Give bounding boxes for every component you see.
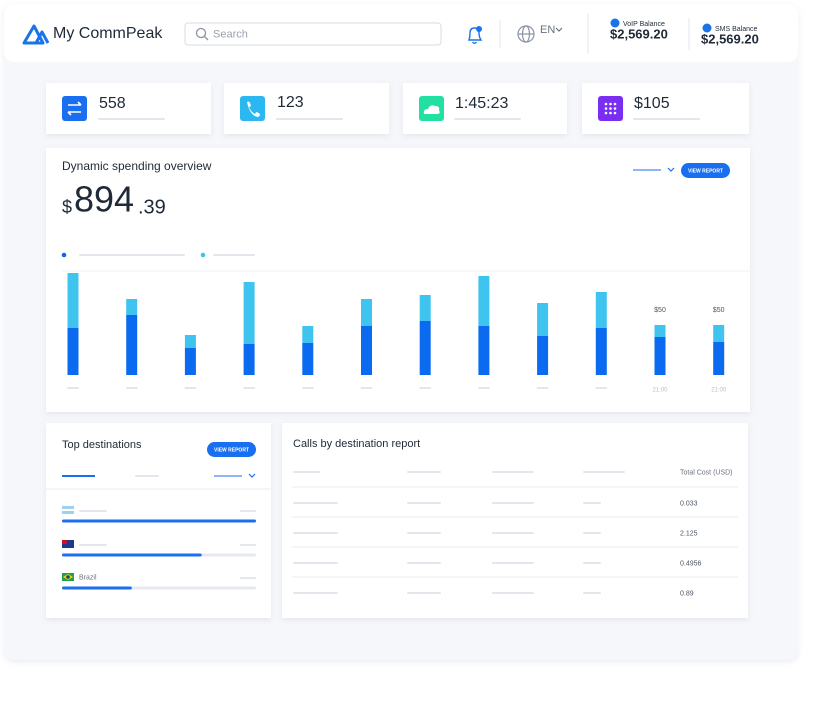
bar-segment [361, 326, 372, 375]
button-label: VIEW REPORT [214, 447, 249, 453]
bar-segment [126, 315, 138, 375]
bar-segment [713, 342, 725, 375]
destination-rows: Brazil [62, 506, 256, 590]
total-cost: 0.033 [680, 500, 698, 507]
bar-segment [243, 282, 255, 344]
spending-title: Dynamic spending overview [62, 159, 212, 173]
bar-segment [361, 299, 372, 326]
bar-segment [302, 343, 314, 375]
stat-cards: 558 123 1:45:23 $105 [46, 83, 749, 134]
stat-value: 558 [99, 95, 126, 112]
dialpad-glyph [604, 102, 617, 115]
flag [62, 540, 67, 544]
calls-title: Calls by destination report [293, 438, 420, 450]
view-report-button[interactable] [681, 163, 730, 178]
flag [62, 540, 74, 548]
total-cost: 0.4956 [680, 560, 702, 567]
globe-icon [517, 25, 535, 43]
bar-segment [595, 292, 607, 328]
sms-label: SMS Balance [715, 26, 758, 33]
legend-dot [200, 252, 206, 258]
voip-label: VoIP Balance [623, 21, 665, 28]
bar-segment [478, 326, 490, 375]
bar-chart: $50 21:00 $50 21:00 [61, 252, 750, 394]
bar-segment [713, 325, 725, 342]
voip-icon [610, 18, 620, 28]
sms-icon [702, 23, 712, 33]
filter-chevron [248, 473, 256, 478]
progress-bar [62, 553, 202, 557]
search-box[interactable] [184, 22, 442, 46]
brand: My CommPeak [53, 25, 163, 42]
search-placeholder: Search [213, 28, 248, 40]
voip-value: $2,569.20 [610, 26, 668, 41]
progress-bar [62, 586, 132, 590]
call-icon [240, 96, 265, 121]
currency: $ [62, 197, 72, 217]
flag [66, 575, 70, 579]
bar-segment [184, 348, 196, 375]
destination-name: Brazil [79, 574, 97, 581]
bar-segment [67, 273, 79, 328]
bar-segment [302, 326, 314, 343]
search-icon [195, 27, 207, 39]
bar-segment [654, 337, 666, 375]
transfer-icon [62, 96, 87, 121]
bar-segment [478, 276, 490, 326]
amount-cents: .39 [138, 196, 166, 218]
call-glyph [247, 101, 260, 117]
bar-label: $50 [713, 307, 725, 314]
notifications[interactable] [468, 27, 483, 44]
calls-card [282, 423, 748, 618]
column-header: Total Cost (USD) [680, 469, 733, 476]
flag [62, 509, 74, 511]
language-chevron [555, 27, 563, 32]
bar-label: $50 [654, 307, 666, 314]
bar-segment [419, 295, 431, 321]
stat-value: 123 [277, 94, 304, 111]
progress-bar [62, 519, 256, 523]
button-label: VIEW REPORT [688, 168, 723, 174]
bar-segment [67, 328, 79, 375]
transfer-glyph [67, 101, 82, 116]
search-icon [204, 36, 209, 41]
language[interactable]: EN [540, 24, 555, 36]
bar-segment [126, 299, 138, 315]
notification-dot [476, 26, 482, 32]
stat-value: $105 [634, 95, 670, 112]
bar-segment [419, 321, 431, 375]
bar-segment [243, 344, 255, 375]
stat-value: 1:45:23 [455, 95, 508, 112]
bar-segment [654, 325, 666, 337]
bar-segment [537, 336, 549, 375]
cloud-glyph [423, 105, 440, 114]
x-tick-label: 21:00 [652, 388, 668, 394]
destinations-title: Top destinations [62, 439, 142, 451]
bar-segment [537, 303, 549, 336]
bar-segment [184, 335, 196, 348]
spending-card [46, 148, 750, 412]
total-cost: 0.89 [680, 590, 694, 597]
amount: 894 [74, 179, 134, 220]
bar-segment [595, 328, 607, 375]
logo [22, 24, 50, 45]
period-chevron [667, 167, 675, 172]
x-tick-label: 21:00 [711, 388, 727, 394]
legend-dot [61, 252, 67, 258]
view-report-button[interactable] [207, 442, 256, 457]
total-cost: 2.125 [680, 530, 698, 537]
sms-value: $2,569.20 [701, 31, 759, 46]
calls-table: Total Cost (USD) 0.033 2.125 0.4956 0.89 [292, 469, 738, 597]
